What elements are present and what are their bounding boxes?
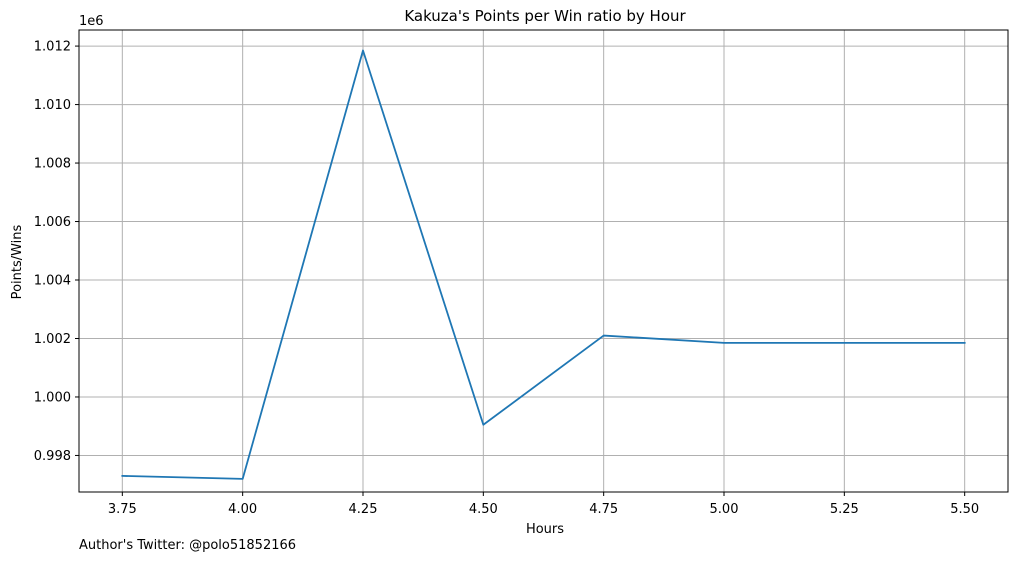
x-tick-label: 4.75 bbox=[589, 502, 618, 517]
x-tick-label: 5.00 bbox=[710, 502, 739, 517]
x-tick-label: 4.25 bbox=[349, 502, 378, 517]
y-offset-label: 1e6 bbox=[79, 14, 104, 29]
x-axis-label: Hours bbox=[526, 522, 564, 537]
y-tick-label: 0.998 bbox=[34, 449, 71, 464]
y-axis: 0.998 1.000 1.002 1.004 1.006 1.008 1.010 1.012 bbox=[34, 40, 79, 464]
y-axis-label: Points/Wins bbox=[10, 224, 25, 299]
chart-title: Kakuza's Points per Win ratio by Hour bbox=[404, 7, 686, 25]
series-line bbox=[121, 49, 966, 480]
x-tick-label: 5.50 bbox=[950, 502, 979, 517]
x-tick-label: 4.50 bbox=[469, 502, 498, 517]
plot-frame bbox=[78, 29, 1009, 493]
grid bbox=[79, 30, 1008, 492]
x-tick-label: 4.00 bbox=[228, 502, 257, 517]
series-layer bbox=[121, 49, 966, 480]
author-footnote: Author's Twitter: @polo51852166 bbox=[79, 538, 297, 553]
y-tick-label: 1.004 bbox=[34, 274, 71, 289]
y-tick-label: 1.012 bbox=[34, 40, 71, 55]
x-tick-label: 3.75 bbox=[108, 502, 137, 517]
y-tick-label: 1.002 bbox=[34, 332, 71, 347]
x-axis: 3.75 4.00 4.25 4.50 4.75 5.00 5.25 5.50 bbox=[108, 492, 979, 517]
y-tick-label: 1.000 bbox=[34, 390, 71, 405]
y-tick-label: 1.008 bbox=[34, 157, 71, 172]
y-tick-label: 1.006 bbox=[34, 215, 71, 230]
y-tick-label: 1.010 bbox=[34, 98, 71, 113]
x-tick-label: 5.25 bbox=[830, 502, 859, 517]
